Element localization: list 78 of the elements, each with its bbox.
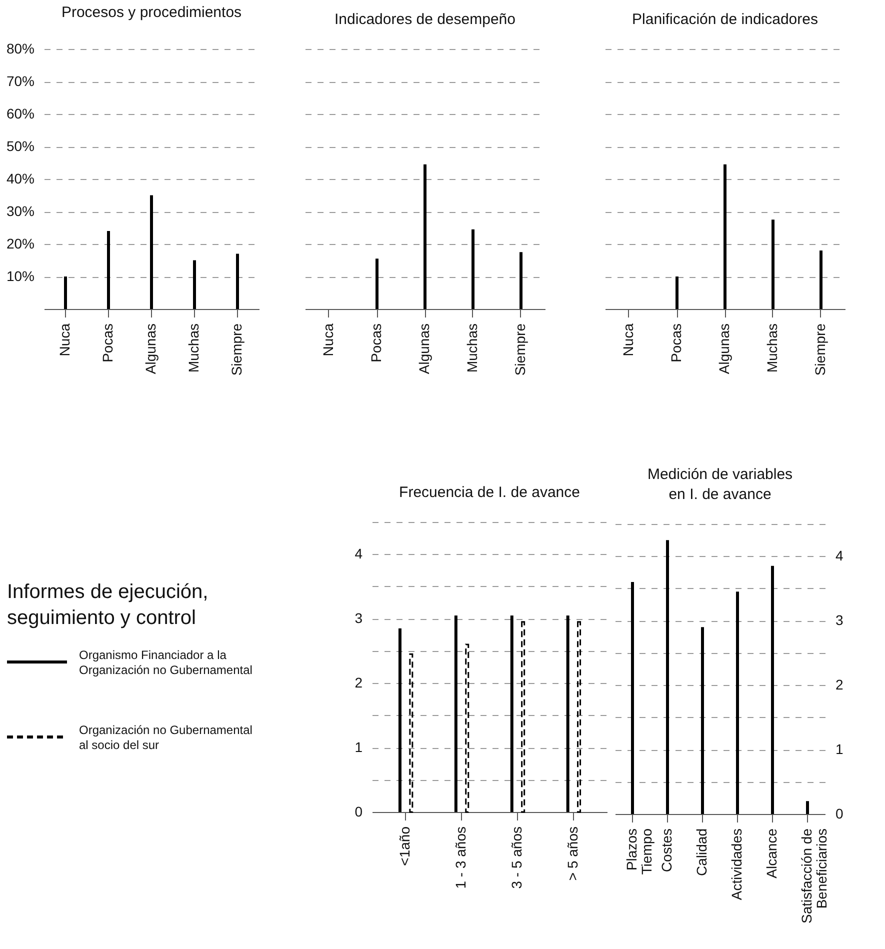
y2-tick-label: 2 [836, 676, 844, 693]
y-tick-label: 10% [6, 268, 34, 284]
bar [64, 276, 67, 309]
chart-title: Indicadores de desempeño [334, 11, 516, 28]
x-tick-label: Pocas [100, 324, 116, 362]
x-tick-label: > 5 años [564, 826, 580, 881]
x-tick-label: Alcance [764, 828, 780, 878]
bar [806, 801, 809, 814]
x-tick-label: Muchas [764, 324, 780, 373]
bar [676, 276, 678, 309]
bar [701, 627, 704, 814]
bar [521, 621, 526, 813]
y-tick-label: 1 [354, 739, 363, 756]
bar [666, 540, 669, 814]
bar [107, 231, 110, 309]
x-tick-label: 1 - 3 años [452, 826, 469, 889]
legend-label: Organización no Gubernamental al socio del sur [79, 723, 252, 752]
legend-title: Informes de ejecución, seguimiento y control [7, 581, 208, 629]
bar [193, 260, 196, 309]
x-tick-label: Nuca [620, 323, 636, 356]
x-tick-label: Muchas [464, 324, 480, 373]
legend-label: Organismo Financiador a la Organización no Gubernamental [79, 648, 252, 677]
x-tick-label: Pocas [668, 324, 684, 362]
x-tick-label: Pocas [368, 324, 384, 362]
x-tick-label: Siempre [812, 323, 828, 376]
y2-tick-label: 4 [836, 548, 844, 564]
bar [424, 164, 426, 309]
y2-tick-label: 1 [836, 741, 844, 758]
bar [454, 615, 458, 812]
y-tick-label: 20% [6, 236, 34, 252]
y-tick-label: 0 [354, 804, 363, 820]
bar [520, 252, 522, 309]
y-tick-label: 2 [354, 674, 363, 691]
bar [772, 220, 774, 309]
x-tick-label: Muchas [186, 324, 202, 373]
y-tick-label: 70% [6, 73, 34, 89]
x-tick-label: Calidad [694, 828, 710, 876]
x-tick-label: <1año [396, 826, 413, 866]
bar [398, 628, 402, 812]
chart-title: Planificación de indicadores [632, 11, 818, 28]
y-tick-label: 4 [354, 546, 363, 562]
bar [472, 229, 474, 309]
y2-tick-label: 3 [836, 612, 844, 628]
bar [771, 566, 774, 814]
x-tick-label: Plazos Tiempo [624, 828, 654, 875]
y-tick-label: 80% [6, 40, 34, 56]
x-tick-label: 3 - 5 años [508, 826, 524, 889]
bar [566, 615, 570, 812]
y-tick-label: 3 [354, 610, 363, 626]
x-tick-label: Algunas [142, 324, 158, 374]
bar [736, 592, 739, 814]
bar [150, 195, 153, 309]
bar [724, 164, 726, 309]
chart-title: Procesos y procedimientos [61, 4, 242, 21]
y-tick-label: 40% [6, 170, 34, 186]
y-tick-label: 60% [6, 106, 34, 122]
y-tick-label: 30% [6, 203, 34, 219]
x-tick-label: Costes [658, 828, 674, 872]
x-tick-label: Siempre [228, 323, 244, 376]
x-tick-label: Algunas [416, 324, 432, 374]
bar [820, 250, 822, 309]
x-tick-label: Algunas [716, 324, 732, 374]
bar [236, 254, 239, 309]
bar [465, 644, 470, 813]
x-tick-label: Siempre [512, 323, 528, 376]
bar [577, 621, 582, 813]
chart-title: Medición de variables en I. de avance [647, 466, 793, 503]
bar [376, 258, 378, 309]
x-tick-label: Actividades [728, 828, 744, 900]
x-tick-label: Satisfacción de Beneficiarios [798, 828, 830, 924]
x-tick-label: Nuca [56, 323, 72, 356]
y2-tick-label: 0 [836, 806, 844, 822]
chart-title: Frecuencia de I. de avance [399, 484, 580, 501]
bar [510, 615, 514, 812]
bar [631, 582, 634, 814]
y-tick-label: 50% [6, 138, 34, 154]
bar [409, 653, 414, 813]
x-tick-label: Nuca [320, 323, 336, 356]
